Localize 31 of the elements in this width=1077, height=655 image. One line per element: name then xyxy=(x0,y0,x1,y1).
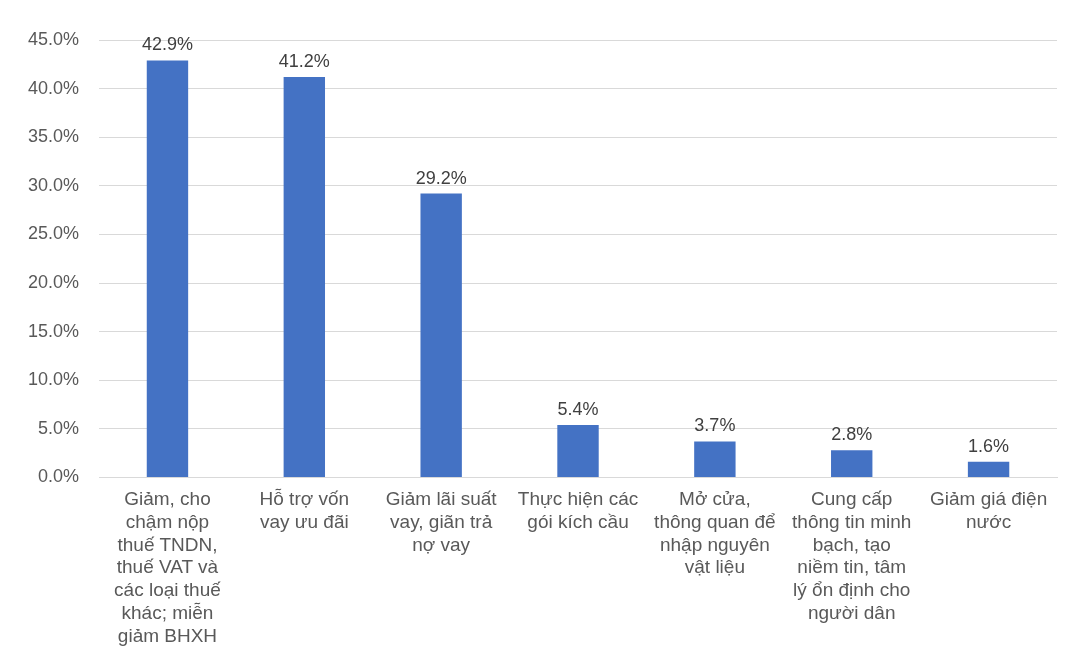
x-tick-label: Giảm, cho chậm nộp thuế TNDN, thuế VAT và các loại thuế khác; miễn giảm BHXH xyxy=(114,488,222,646)
x-tick-label: Mở cửa, thông quan để nhập nguyên vật liệu xyxy=(654,488,776,578)
y-tick-label: 10.0% xyxy=(27,369,80,390)
x-tick-label: Giảm lãi suất vay, giãn trả nợ vay xyxy=(385,488,498,555)
data-label: 3.7% xyxy=(694,415,736,436)
data-label: 1.6% xyxy=(968,435,1010,456)
x-tick-label: Hỗ trợ vốn vay ưu đãi xyxy=(259,488,350,532)
data-label: 5.4% xyxy=(557,398,599,419)
x-tick-label: Cung cấp thông tin minh bạch, tạo niềm tin, tâm lý ổn định cho người dân xyxy=(792,488,912,624)
y-tick-label: 40.0% xyxy=(27,77,80,98)
data-label: 2.8% xyxy=(831,424,873,445)
y-tick-label: 25.0% xyxy=(27,223,80,244)
data-label: 41.2% xyxy=(278,50,330,71)
y-tick-label: 30.0% xyxy=(27,174,80,195)
data-label: 42.9% xyxy=(141,34,193,55)
data-label: 29.2% xyxy=(415,167,467,188)
bar xyxy=(557,424,599,477)
y-tick-label: 35.0% xyxy=(27,126,80,147)
bar xyxy=(831,450,873,477)
x-tick-label: Thực hiện các gói kích cầu xyxy=(517,488,639,532)
bar xyxy=(283,76,326,477)
y-tick-label: 15.0% xyxy=(27,320,80,341)
y-tick-label: 20.0% xyxy=(27,271,80,292)
x-tick-label: Giảm giá điện nước xyxy=(929,488,1048,532)
bar xyxy=(694,441,736,477)
y-tick-label: 0.0% xyxy=(38,466,80,487)
bar xyxy=(967,461,1010,477)
y-tick-label: 45.0% xyxy=(27,28,80,49)
bar xyxy=(146,60,189,477)
y-tick-label: 5.0% xyxy=(38,417,80,438)
bar xyxy=(420,193,462,477)
